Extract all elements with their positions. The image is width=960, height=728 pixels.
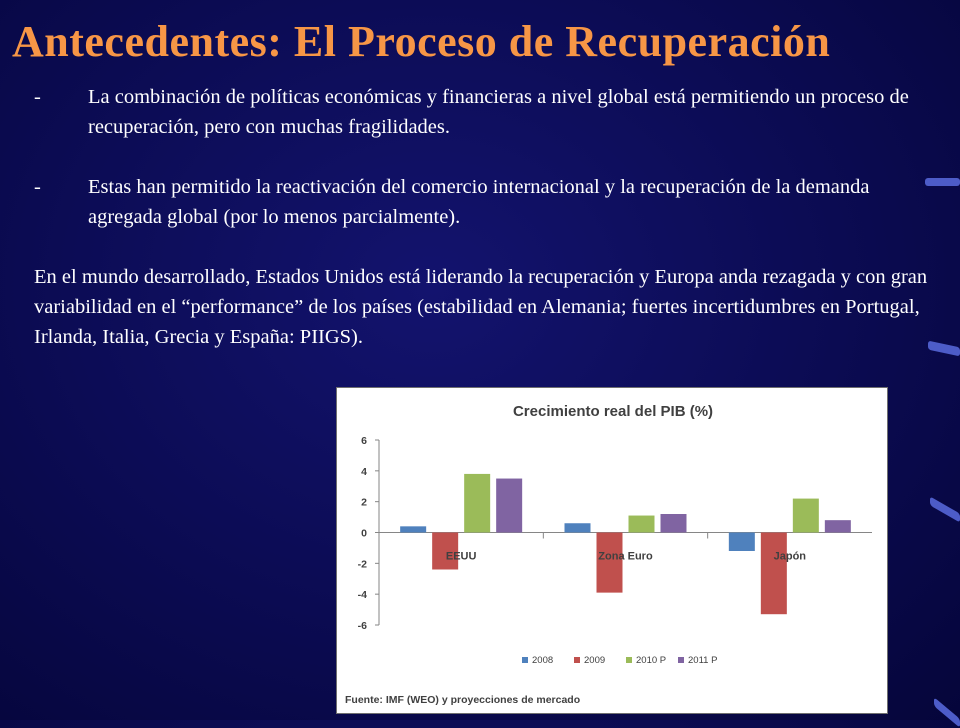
bar-2011-P-Zona-Euro	[660, 514, 687, 533]
y-tick-label: 2	[361, 497, 367, 509]
slide-title: Antecedentes: El Proceso de Recuperación	[12, 17, 831, 66]
bullet-text: La combinación de políticas económicas y…	[88, 86, 909, 138]
category-label: Japón	[774, 551, 807, 563]
y-tick-label: 0	[361, 528, 367, 540]
bar-2009-Zona-Euro	[596, 532, 623, 593]
bullet-marker: -	[34, 176, 41, 198]
legend-label: 2008	[532, 655, 553, 666]
chart-canvas: Crecimiento real del PIB (%) 6 4 2 0 -2 -4 -6 EE…	[345, 403, 872, 706]
y-tick-label: 6	[361, 435, 367, 447]
bar-2011-P-Japón	[824, 520, 851, 533]
decorative-bar	[925, 178, 960, 186]
bar-2008-Zona-Euro	[564, 523, 591, 533]
bullet-text: Estas han permitido la reactivación del …	[88, 176, 870, 228]
y-tick-label: -6	[358, 620, 367, 632]
legend-label: 2010 P	[636, 655, 666, 666]
chart-source: Fuente: IMF (WEO) y proyecciones de merc…	[345, 694, 580, 706]
bar-2008-Japón	[728, 532, 755, 551]
chart-title: Crecimiento real del PIB (%)	[513, 403, 713, 420]
category-label: Zona Euro	[598, 551, 653, 563]
legend-swatch	[574, 657, 580, 663]
bullet-marker: -	[34, 86, 41, 108]
body-paragraph: En el mundo desarrollado, Estados Unidos…	[34, 266, 928, 348]
category-label: EEUU	[446, 551, 477, 563]
y-tick-label: -2	[358, 558, 367, 570]
bar-2010-P-Japón	[792, 498, 819, 533]
bar-2010-P-Zona-Euro	[628, 515, 655, 533]
bar-2008-EEUU	[400, 526, 427, 533]
decorative-bar	[930, 496, 960, 523]
bullet-item: - Estas han permitido la reactivación de…	[34, 172, 944, 232]
legend-label: 2011 P	[688, 655, 717, 666]
bar-2011-P-EEUU	[496, 478, 523, 533]
decorative-bar	[934, 697, 960, 728]
bar-2010-P-EEUU	[464, 473, 491, 533]
y-tick-label: 4	[361, 466, 367, 478]
gdp-growth-chart: Crecimiento real del PIB (%) 6 4 2 0 -2 -4 -6 EE…	[336, 387, 888, 714]
y-tick-label: -4	[358, 589, 367, 601]
legend-swatch	[522, 657, 528, 663]
legend-label: 2009	[584, 655, 605, 666]
bullet-item: - La combinación de políticas económicas…	[34, 82, 944, 142]
legend-swatch	[678, 657, 684, 663]
bar-2009-EEUU	[432, 532, 459, 570]
slide-body: - La combinación de políticas económicas…	[34, 82, 944, 352]
legend-swatch	[626, 657, 632, 663]
bar-2009-Japón	[760, 532, 787, 615]
